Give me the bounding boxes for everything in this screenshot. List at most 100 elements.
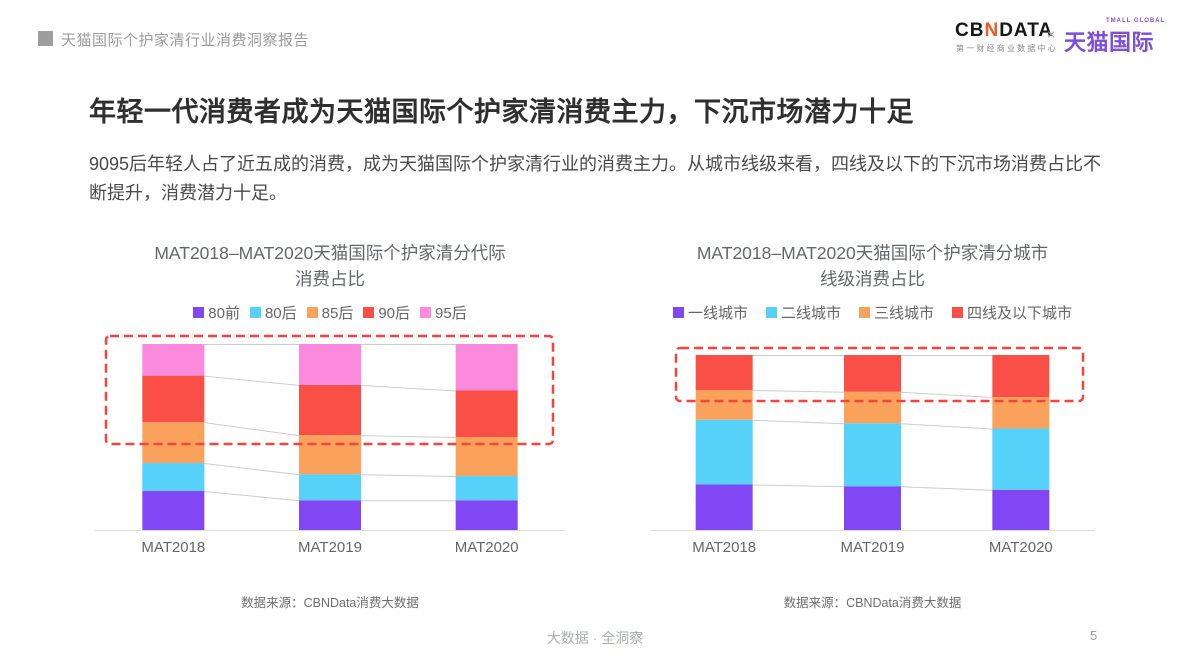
bar-segment-MAT2019-一线城市 [844, 486, 901, 530]
legend-item: 四线及以下城市 [952, 302, 1072, 323]
chart-title-line2: 线级消费占比 [820, 269, 925, 289]
chart-title-line1: MAT2018–MAT2020天猫国际个护家清分代际 [154, 243, 506, 263]
segment-connector-line [204, 490, 300, 502]
header-square-marker [38, 31, 53, 46]
tmall-global-small-label: TMALL GLOBAL [1106, 18, 1166, 24]
segment-connector-line [204, 463, 300, 476]
legend-label: 90后 [378, 305, 411, 322]
x-tick-label: MAT2018 [141, 539, 205, 556]
chart-plot: MAT2018 MAT2019 MAT2020 [650, 330, 1095, 567]
city-tier-share-chart: MAT2018–MAT2020天猫国际个护家清分城市 线级消费占比 一线城市 二线… [650, 240, 1095, 625]
segment-connector-line [360, 384, 456, 392]
segment-connector-line [752, 484, 845, 488]
legend-label: 95后 [435, 305, 467, 322]
bar-segment-MAT2019-二线城市 [844, 423, 901, 487]
chart-title-line1: MAT2018–MAT2020天猫国际个护家清分城市 [696, 243, 1049, 263]
segment-connector-line [204, 375, 300, 386]
bar-segment-MAT2018-三线城市 [695, 390, 753, 420]
bar-segment-MAT2018-80后 [142, 463, 205, 491]
generation-share-chart: MAT2018–MAT2020天猫国际个护家清分代际 消费占比 80前 80后 85… [95, 240, 565, 625]
segment-connector-line [752, 390, 845, 393]
bar-segment-MAT2019-三线城市 [844, 391, 901, 424]
highlight-dashed-box [104, 334, 555, 446]
data-source-caption: 数据来源：CBNData消费大数据 [241, 596, 419, 610]
page-title: 年轻一代消费者成为天猫国际个护家清消费主力，下沉市场潜力十足 [89, 97, 914, 127]
legend-swatch-icon [952, 307, 964, 318]
bar-segment-MAT2019-85后 [299, 435, 361, 475]
legend-swatch-icon [306, 307, 318, 318]
bar-segment-MAT2020-90后 [455, 390, 518, 437]
legend-item: 85后 [306, 302, 354, 323]
legend-swatch-icon [672, 307, 684, 318]
bar-segment-MAT2020-95后 [455, 344, 518, 391]
bar-segment-MAT2020-一线城市 [992, 489, 1050, 530]
segment-connector-line [204, 422, 300, 437]
chart-legend: 一线城市 二线城市 三线城市 四线及以下城市 [650, 302, 1095, 323]
bar-segment-MAT2020-80后 [455, 476, 518, 501]
legend-label: 80前 [208, 305, 240, 322]
legend-swatch-icon [765, 307, 777, 318]
bar-segment-MAT2018-80前 [142, 490, 205, 530]
legend-item: 二线城市 [765, 302, 841, 323]
legend-item: 80前 [193, 302, 240, 323]
bar-segment-MAT2019-95后 [299, 344, 361, 385]
chart-legend: 80前 80后 85后 90后 95后 [95, 302, 565, 323]
legend-item: 95后 [420, 302, 467, 323]
bar-segment-MAT2019-80前 [299, 500, 361, 530]
segment-connector-line [752, 419, 845, 425]
legend-item: 90后 [363, 302, 410, 323]
segment-connector-line [360, 474, 456, 478]
chart-title: MAT2018–MAT2020天猫国际个护家清分城市 线级消费占比 [650, 240, 1095, 292]
bar-segment-MAT2018-95后 [142, 344, 205, 376]
legend-item: 一线城市 [672, 302, 748, 323]
legend-swatch-icon [859, 307, 870, 318]
x-tick-label: MAT2019 [298, 539, 362, 556]
bar-segment-MAT2018-二线城市 [695, 419, 753, 485]
bar-segment-MAT2018-四线及以下城市 [695, 355, 753, 390]
cbndata-logo: CBNDATA [955, 20, 1053, 42]
cbndata-logo-subtitle: 第一财经商业数据中心 [956, 44, 1058, 53]
legend-item: 80后 [249, 302, 297, 323]
x-tick-label: MAT2020 [455, 539, 519, 556]
segment-connector-line [900, 391, 993, 398]
segment-connector-line [900, 423, 993, 430]
bar-segment-MAT2020-四线及以下城市 [992, 355, 1050, 397]
bar-segment-MAT2018-90后 [142, 375, 205, 423]
legend-swatch-icon [193, 307, 205, 318]
tmall-global-logo: 天猫国际 [1064, 30, 1155, 55]
legend-swatch-icon [363, 307, 375, 318]
legend-swatch-icon [249, 307, 261, 318]
footer-slogan: 大数据 · 全洞察 [546, 630, 644, 646]
bar-segment-MAT2020-80前 [455, 500, 518, 530]
legend-label: 一线城市 [687, 305, 748, 322]
page-number: 5 [1090, 628, 1098, 643]
segment-connector-line [360, 435, 456, 438]
legend-item: 三线城市 [859, 302, 934, 323]
x-tick-label: MAT2019 [841, 539, 905, 556]
data-source-caption: 数据来源：CBNData消费大数据 [783, 596, 962, 610]
legend-label: 85后 [321, 305, 354, 322]
stacked-bar-plot: MAT2018 MAT2019 MAT2020 [650, 346, 1095, 556]
page-body-text: 9095后年轻人占了近五成的消费，成为天猫国际个护家清行业的消费主力。从城市线级… [89, 154, 1102, 203]
bar-segment-MAT2018-一线城市 [695, 484, 753, 530]
legend-label: 80后 [264, 305, 297, 322]
x-tick-label: MAT2020 [989, 539, 1053, 556]
report-title: 天猫国际个护家清行业消费洞察报告 [61, 32, 310, 49]
bar-segment-MAT2019-80后 [299, 474, 361, 501]
logo-separator-x: × [1047, 26, 1056, 42]
bar-segment-MAT2019-90后 [299, 384, 361, 436]
cbndata-logo-n: N [984, 20, 1000, 41]
legend-label: 二线城市 [780, 305, 841, 322]
segment-connector-line [900, 486, 993, 491]
legend-swatch-icon [420, 307, 432, 318]
legend-label: 四线及以下城市 [967, 305, 1073, 322]
chart-title: MAT2018–MAT2020天猫国际个护家清分代际 消费占比 [95, 240, 565, 292]
x-tick-label: MAT2018 [692, 539, 756, 556]
bar-segment-MAT2018-85后 [142, 422, 205, 464]
highlight-dashed-box [674, 346, 1085, 403]
bar-segment-MAT2019-四线及以下城市 [844, 355, 901, 392]
bar-segment-MAT2020-二线城市 [992, 428, 1050, 490]
legend-label: 三线城市 [874, 305, 935, 322]
chart-plot: MAT2018 MAT2019 MAT2020 [95, 330, 565, 567]
